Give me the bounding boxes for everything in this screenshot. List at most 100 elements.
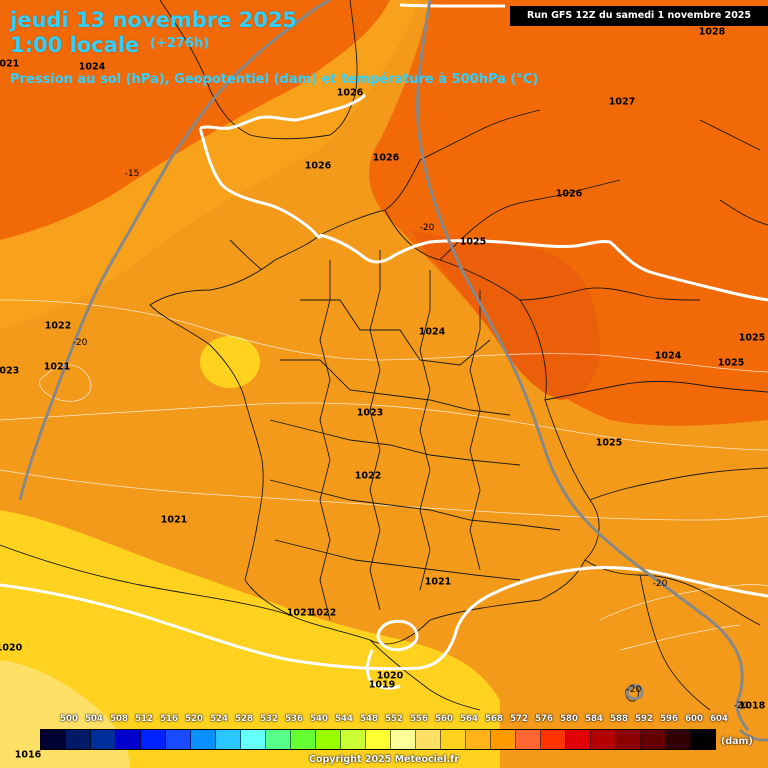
geopotential-zone-central-europe	[410, 230, 600, 400]
legend-color-bar	[40, 729, 716, 750]
legend-swatch	[441, 730, 466, 749]
isotherm-lines	[18, 0, 768, 742]
legend-tick: 528	[235, 714, 253, 724]
pressure-label: 1027	[608, 96, 636, 108]
legend-tick: 600	[685, 714, 703, 724]
legend-swatch	[591, 730, 616, 749]
temperature-label: -15	[124, 169, 140, 179]
legend-swatch	[416, 730, 441, 749]
pressure-label: 1022	[44, 320, 72, 332]
legend-unit: (dam)	[721, 736, 753, 747]
copyright: Copyright 2025 Meteociel.fr	[308, 754, 459, 765]
legend-swatch	[616, 730, 641, 749]
pressure-label: 1028	[698, 26, 726, 38]
legend-tick: 556	[410, 714, 428, 724]
pressure-label: 1023	[356, 407, 384, 419]
legend-tick: 504	[85, 714, 103, 724]
pressure-label: 1026	[555, 188, 583, 200]
pressure-label: 1021	[160, 514, 188, 526]
legend-tick: 552	[385, 714, 403, 724]
legend-swatch	[216, 730, 241, 749]
legend-swatch	[316, 730, 341, 749]
legend-swatch	[516, 730, 541, 749]
pressure-label: 1025	[717, 357, 745, 369]
legend-swatch	[566, 730, 591, 749]
legend-swatch	[166, 730, 191, 749]
legend-swatch	[391, 730, 416, 749]
map-subtitle: Pression au sol (hPa), Geopotentiel (dam…	[10, 72, 539, 87]
pressure-label: 1025	[738, 332, 766, 344]
pressure-label: 1025	[595, 437, 623, 449]
legend-tick: 500	[60, 714, 78, 724]
pressure-label: 1024	[418, 326, 446, 338]
legend-swatch	[341, 730, 366, 749]
legend-swatch	[116, 730, 141, 749]
forecast-offset: (+276h)	[150, 36, 210, 51]
legend-tick: 520	[185, 714, 203, 724]
pressure-label: 1022	[309, 607, 337, 619]
legend-tick: 604	[710, 714, 728, 724]
legend-tick: 560	[435, 714, 453, 724]
geopotential-patch-vendee	[200, 336, 260, 388]
country-borders	[0, 0, 768, 711]
forecast-date: jeudi 13 novembre 2025	[10, 8, 298, 32]
geopotential-zone-northwest	[0, 0, 390, 240]
pressure-label: 1025	[459, 236, 487, 248]
temperature-label: -20	[733, 701, 749, 711]
legend-swatch	[666, 730, 691, 749]
pressure-label: 1016	[14, 749, 42, 761]
pressure-label: 1020	[376, 670, 404, 682]
legend-swatch	[266, 730, 291, 749]
pressure-label: 1020	[0, 642, 23, 654]
legend-tick: 512	[135, 714, 153, 724]
pressure-label: 1021	[0, 58, 20, 70]
legend-swatch	[191, 730, 216, 749]
thin-contour-lines	[0, 299, 768, 651]
pressure-label: 1026	[304, 160, 332, 172]
legend-tick: 572	[510, 714, 528, 724]
geopotential-zone-northeast	[369, 0, 768, 426]
run-info-box: Run GFS 12Z du samedi 1 novembre 2025	[510, 6, 768, 26]
pressure-label: 1022	[354, 470, 382, 482]
legend-tick: 564	[460, 714, 478, 724]
legend-tick: 524	[210, 714, 228, 724]
legend-tick: 516	[160, 714, 178, 724]
legend-tick: 592	[635, 714, 653, 724]
legend-tick: 532	[260, 714, 278, 724]
legend-swatch	[141, 730, 166, 749]
legend-tick: 580	[560, 714, 578, 724]
legend-swatch	[641, 730, 666, 749]
pressure-label: 1023	[0, 365, 20, 377]
legend-swatch	[41, 730, 66, 749]
temperature-label: -20	[652, 579, 668, 589]
pressure-label: 1024	[654, 350, 682, 362]
pressure-label: 1026	[372, 152, 400, 164]
legend-tick: 548	[360, 714, 378, 724]
pressure-label: 1019	[368, 679, 396, 691]
pressure-label: 1021	[286, 607, 314, 619]
pressure-label: 1021	[424, 576, 452, 588]
temperature-label: -20	[419, 223, 435, 233]
pressure-label: 1021	[43, 361, 71, 373]
legend-tick: 540	[310, 714, 328, 724]
legend-swatch	[366, 730, 391, 749]
pressure-label: 1018	[738, 700, 766, 712]
legend-swatch	[91, 730, 116, 749]
forecast-time: 1:00 locale	[10, 33, 140, 57]
temperature-label: -20	[72, 338, 88, 348]
pressure-label: 1026	[336, 87, 364, 99]
legend-swatch	[291, 730, 316, 749]
temperature-label: -20	[626, 685, 642, 695]
geopotential-zone-southwest	[0, 510, 500, 768]
legend-swatch	[241, 730, 266, 749]
legend-tick: 596	[660, 714, 678, 724]
legend-swatch	[66, 730, 91, 749]
legend-tick: 536	[285, 714, 303, 724]
legend-swatch	[541, 730, 566, 749]
legend-tick: 544	[335, 714, 353, 724]
legend-tick: 568	[485, 714, 503, 724]
legend-swatch	[491, 730, 516, 749]
legend-swatch	[691, 730, 715, 749]
